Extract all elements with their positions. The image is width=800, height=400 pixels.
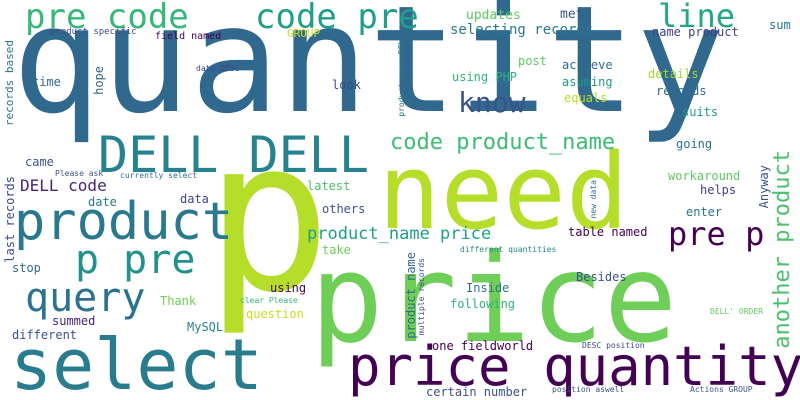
word: met [560, 7, 584, 22]
word: take [322, 243, 351, 257]
word: GROUP [287, 27, 321, 40]
word: last records [3, 176, 17, 263]
word: code pre [255, 0, 419, 37]
word: updates [466, 8, 521, 23]
word: equals [564, 91, 608, 105]
word: clear Please [240, 296, 298, 305]
word: Actions GROUP [690, 385, 753, 394]
word: product specific [50, 27, 137, 37]
word: currently select [120, 171, 198, 180]
word: Anyway [757, 165, 771, 209]
word: stop [12, 261, 41, 275]
word: time [32, 75, 61, 89]
word: summed [52, 314, 96, 328]
word: product_name price [307, 224, 492, 244]
word: Inside [466, 281, 510, 295]
word: quantity [12, 0, 725, 146]
word: details [648, 67, 699, 81]
word: pre code [25, 0, 189, 37]
word: suits [682, 105, 719, 119]
word: query [25, 275, 146, 321]
word: hope [92, 66, 106, 95]
word: date DESC [196, 64, 240, 73]
word: workaround [668, 169, 741, 183]
word: DELL code [20, 176, 107, 195]
word: code product_name [390, 130, 616, 155]
word: date [88, 195, 117, 209]
word: product name [404, 252, 418, 339]
word: DELL' ORDER [710, 307, 763, 316]
word: price quantity [348, 335, 800, 398]
word: know [458, 86, 526, 119]
word: others [322, 202, 366, 216]
word: different quantities [460, 245, 557, 254]
word: using [270, 281, 307, 295]
word: enter [686, 205, 723, 219]
word: certain number [426, 385, 528, 399]
word: latest [307, 179, 351, 193]
word: DESC position [582, 341, 645, 350]
word: p pre [75, 237, 196, 283]
word: records [656, 84, 707, 98]
word: one fieldworld [432, 339, 534, 353]
word: records based [3, 40, 16, 127]
word: achieve [562, 58, 613, 72]
word: product [14, 192, 234, 252]
word: MySQL [187, 320, 224, 334]
word: post [518, 54, 547, 68]
word: DELL DELL [98, 126, 369, 184]
word: another product [770, 150, 795, 349]
word: select [10, 324, 263, 400]
word: asuming [562, 75, 613, 89]
word: product_name DELL' [397, 30, 406, 117]
word: multiple records [417, 258, 426, 336]
word: following [450, 297, 516, 311]
word: sum [769, 18, 791, 32]
word: look [332, 78, 361, 92]
word: need [378, 131, 629, 253]
word: data [180, 192, 209, 206]
word: going [676, 137, 713, 151]
word: Thank [160, 294, 197, 308]
word: came [25, 155, 54, 169]
word: price [310, 228, 678, 370]
word: Besides [576, 270, 627, 284]
word: helps [700, 183, 737, 197]
word: position aswell [552, 385, 625, 394]
word: line [658, 0, 736, 35]
word: new data [589, 180, 598, 219]
word: selecting records [450, 22, 594, 38]
word: different [12, 328, 78, 342]
word: using PHP [452, 70, 518, 84]
word: pre p [668, 215, 765, 253]
word: table named [568, 225, 648, 239]
word: name product [652, 25, 739, 39]
word: Please ask [55, 169, 104, 178]
word: field named [155, 31, 222, 42]
word: p [205, 94, 332, 339]
word: question [246, 307, 304, 321]
